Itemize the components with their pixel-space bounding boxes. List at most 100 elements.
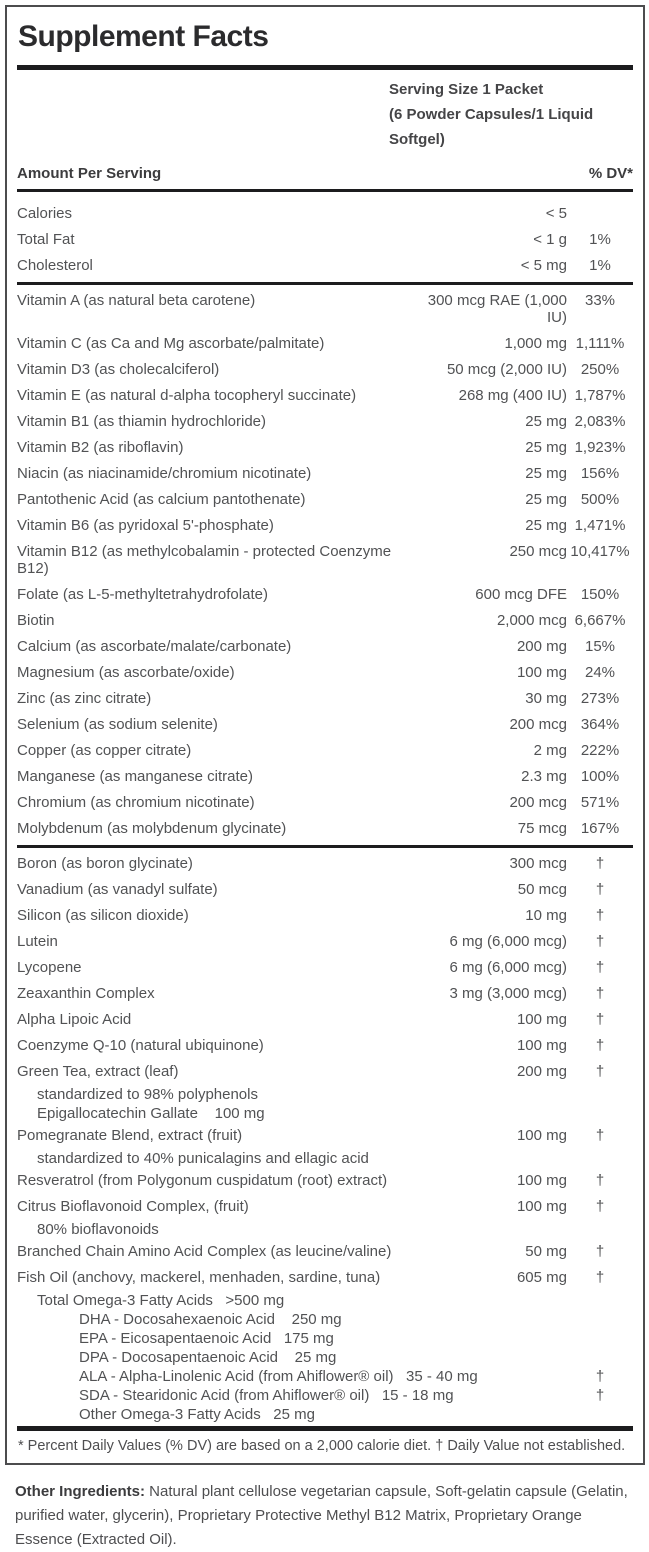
nutrient-name: Zeaxanthin Complex bbox=[17, 985, 155, 1002]
nutrient-row: Lycopene 6 mg (6,000 mcg) † bbox=[17, 955, 633, 981]
nutrient-dv: 222% bbox=[580, 742, 620, 759]
nutrient-name: Lycopene bbox=[17, 959, 82, 976]
nutrient-dv: 250% bbox=[580, 361, 620, 378]
nutrient-name: Selenium (as sodium selenite) bbox=[17, 716, 218, 733]
nutrient-name: Pomegranate Blend, extract (fruit) bbox=[17, 1127, 243, 1144]
nutrient-row: Coenzyme Q-10 (natural ubiquinone) 100 mg… bbox=[17, 1033, 633, 1059]
nutrient-dv: 33% bbox=[584, 292, 616, 309]
header-divider bbox=[17, 189, 633, 192]
serving-size-line1: Serving Size 1 Packet bbox=[389, 81, 544, 98]
nutrient-name: Green Tea, extract (leaf) bbox=[17, 1063, 179, 1080]
sub-ingredient-dv: † bbox=[595, 1368, 605, 1385]
nutrient-name: Vitamin C (as Ca and Mg ascorbate/palmit… bbox=[17, 335, 325, 352]
nutrient-name: Vitamin B1 (as thiamin hydrochloride) bbox=[17, 413, 267, 430]
nutrient-name: Vanadium (as vanadyl sulfate) bbox=[17, 881, 218, 898]
amount-per-serving-header: Amount Per Serving bbox=[17, 165, 162, 182]
nutrient-name: Citrus Bioflavonoid Complex, (fruit) bbox=[17, 1198, 249, 1215]
sub-ingredient-row: EPA - Eicosapentaenoic Acid 175 mg bbox=[17, 1329, 633, 1348]
sub-ingredient-row: standardized to 98% polyphenols bbox=[17, 1085, 633, 1104]
nutrient-dv: 273% bbox=[580, 690, 620, 707]
nutrient-row: Vitamin B6 (as pyridoxal 5'-phosphate) 25… bbox=[17, 513, 633, 539]
sub-ingredient-text: standardized to 98% polyphenols bbox=[37, 1086, 258, 1103]
nutrient-row: Calories < 5 bbox=[17, 201, 633, 227]
nutrient-row: Pomegranate Blend, extract (fruit) 100 mg… bbox=[17, 1123, 633, 1149]
nutrient-name: Total Fat bbox=[17, 231, 75, 248]
nutrient-amount: 200 mcg bbox=[509, 716, 567, 733]
nutrient-dv: † bbox=[595, 881, 605, 898]
nutrient-dv: † bbox=[595, 1269, 605, 1286]
nutrient-row: Vitamin B1 (as thiamin hydrochloride) 25 … bbox=[17, 409, 633, 435]
nutrient-amount: 25 mg bbox=[525, 413, 567, 430]
sub-ingredient-dv bbox=[567, 1149, 633, 1168]
nutrient-row: Biotin 2,000 mcg 6,667% bbox=[17, 608, 633, 634]
nutrient-row: Citrus Bioflavonoid Complex, (fruit) 100 … bbox=[17, 1194, 633, 1220]
nutrient-name: Zinc (as zinc citrate) bbox=[17, 690, 152, 707]
nutrient-name: Manganese (as manganese citrate) bbox=[17, 768, 253, 785]
nutrient-dv: † bbox=[595, 1011, 605, 1028]
nutrient-dv: 10,417% bbox=[570, 543, 630, 560]
nutrient-dv: † bbox=[595, 907, 605, 924]
sub-ingredient-text: EPA - Eicosapentaenoic Acid 175 mg bbox=[79, 1330, 334, 1347]
nutrient-amount: 6 mg (6,000 mcg) bbox=[449, 959, 567, 976]
nutrient-amount: 6 mg (6,000 mcg) bbox=[449, 933, 567, 950]
nutrient-dv: 6,667% bbox=[574, 612, 626, 629]
nutrient-dv: 1,471% bbox=[574, 517, 626, 534]
nutrient-dv: 1% bbox=[589, 231, 611, 248]
nutrient-amount: 200 mg bbox=[516, 1063, 567, 1080]
nutrient-dv: † bbox=[595, 1037, 605, 1054]
nutrient-name: Alpha Lipoic Acid bbox=[17, 1011, 132, 1028]
nutrient-amount: 268 mg (400 IU) bbox=[458, 387, 567, 404]
sub-ingredient-text: DPA - Docosapentaenoic Acid 25 mg bbox=[79, 1349, 337, 1366]
sub-ingredient-row: Epigallocatechin Gallate 100 mg bbox=[17, 1104, 633, 1123]
sub-ingredient-row: Other Omega-3 Fatty Acids 25 mg bbox=[17, 1405, 633, 1424]
nutrient-amount: 600 mcg DFE bbox=[475, 586, 567, 603]
nutrient-dv: 100% bbox=[580, 768, 620, 785]
serving-size-line2: (6 Powder Capsules/1 Liquid Softgel) bbox=[389, 106, 594, 148]
nutrient-row: Green Tea, extract (leaf) 200 mg † bbox=[17, 1059, 633, 1085]
nutrient-dv: † bbox=[595, 1243, 605, 1260]
nutrient-row: Pantothenic Acid (as calcium pantothenat… bbox=[17, 487, 633, 513]
nutrient-dv: † bbox=[595, 1172, 605, 1189]
nutrient-name: Vitamin A (as natural beta carotene) bbox=[17, 292, 256, 309]
nutrient-name: Cholesterol bbox=[17, 257, 93, 274]
sub-ingredient-text: SDA - Stearidonic Acid (from Ahiflower® … bbox=[79, 1387, 454, 1404]
sub-ingredient-row: ALA - Alpha-Linolenic Acid (from Ahiflow… bbox=[17, 1367, 633, 1386]
serving-size: Serving Size 1 Packet (6 Powder Capsules… bbox=[389, 77, 633, 152]
nutrient-amount: 50 mcg (2,000 IU) bbox=[446, 361, 567, 378]
nutrient-dv: † bbox=[595, 855, 605, 872]
nutrient-row: Vitamin E (as natural d-alpha tocopheryl… bbox=[17, 383, 633, 409]
sub-ingredient-text: Other Omega-3 Fatty Acids 25 mg bbox=[79, 1406, 315, 1423]
nutrient-row: Vitamin C (as Ca and Mg ascorbate/palmit… bbox=[17, 331, 633, 357]
nutrient-row: Niacin (as niacinamide/chromium nicotina… bbox=[17, 461, 633, 487]
nutrient-name: Vitamin B2 (as riboflavin) bbox=[17, 439, 184, 456]
nutrient-dv: 1,111% bbox=[575, 335, 625, 352]
nutrient-dv: 1,787% bbox=[574, 387, 626, 404]
nutrient-amount: 300 mcg RAE (1,000 IU) bbox=[427, 292, 567, 326]
nutrient-dv: † bbox=[595, 1063, 605, 1080]
sub-ingredient-row: SDA - Stearidonic Acid (from Ahiflower® … bbox=[17, 1386, 633, 1405]
sub-ingredient-row: DHA - Docosahexaenoic Acid 250 mg bbox=[17, 1310, 633, 1329]
nutrient-row: Cholesterol < 5 mg 1% bbox=[17, 253, 633, 279]
nutrient-row: Selenium (as sodium selenite) 200 mcg 364% bbox=[17, 712, 633, 738]
nutrient-dv: 156% bbox=[580, 465, 620, 482]
section-divider bbox=[17, 282, 633, 285]
nutrient-name: Vitamin E (as natural d-alpha tocopheryl… bbox=[17, 387, 357, 404]
nutrient-dv: 571% bbox=[580, 794, 620, 811]
sub-ingredient-dv bbox=[567, 1104, 633, 1123]
nutrient-name: Resveratrol (from Polygonum cuspidatum (… bbox=[17, 1172, 388, 1189]
nutrient-row: Vitamin A (as natural beta carotene) 300 … bbox=[17, 288, 633, 331]
nutrient-amount: 1,000 mg bbox=[504, 335, 567, 352]
nutrient-dv: 1% bbox=[589, 257, 611, 274]
sub-ingredient-dv: † bbox=[595, 1387, 605, 1404]
nutrient-name: Biotin bbox=[17, 612, 55, 629]
nutrient-amount: 200 mcg bbox=[509, 794, 567, 811]
nutrient-amount: 200 mg bbox=[516, 638, 567, 655]
nutrient-dv: 364% bbox=[580, 716, 620, 733]
nutrient-row: Vitamin B12 (as methylcobalamin - protec… bbox=[17, 539, 633, 582]
nutrient-row: Alpha Lipoic Acid 100 mg † bbox=[17, 1007, 633, 1033]
nutrient-row: Vanadium (as vanadyl sulfate) 50 mcg † bbox=[17, 877, 633, 903]
sub-ingredient-dv bbox=[567, 1348, 633, 1367]
nutrient-amount: 75 mcg bbox=[517, 820, 567, 837]
nutrient-dv: † bbox=[595, 933, 605, 950]
nutrient-row: Zinc (as zinc citrate) 30 mg 273% bbox=[17, 686, 633, 712]
